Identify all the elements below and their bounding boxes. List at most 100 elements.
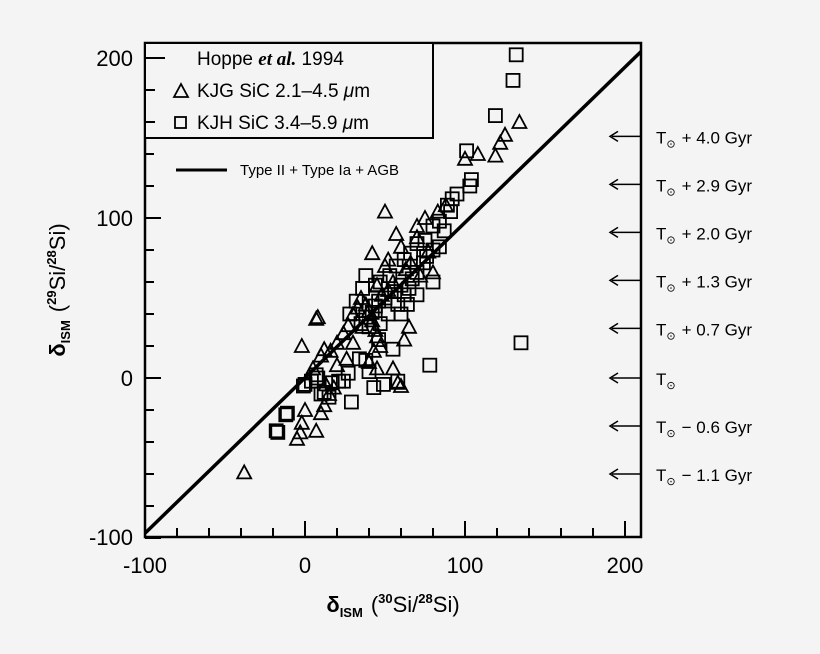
arrow-left-icon [608,178,619,191]
square-point [385,341,401,357]
arrow-left-icon [608,468,619,480]
svg-text:0: 0 [121,366,133,391]
triangle-point [339,316,357,333]
svg-text:-100: -100 [89,525,133,550]
triangle-point [510,113,528,129]
square-point [399,296,415,312]
svg-text:200: 200 [96,46,133,71]
legend-entry-kjg: KJG SiC 2.1–4.5 μm [197,81,370,102]
square-point [270,424,286,440]
triangle-point [486,146,504,163]
triangle-point [387,225,405,241]
age-annotations: T⊙ + 4.0 Gyr T⊙ + 2.9 Gyr T⊙ + 2.0 Gyr T⊙ + 1.3… [608,128,752,488]
triangle-point [365,341,383,358]
square-point [449,186,465,202]
square-point [279,405,295,421]
square-point [422,357,438,373]
triangle-point [344,333,362,350]
svg-text:100: 100 [447,553,484,578]
square-marker-icon [174,116,187,129]
square-point [316,384,332,400]
triangle-point [368,359,386,376]
triangle-point [496,125,514,142]
square-point [310,370,326,386]
square-point [505,73,521,88]
square-point [268,423,284,439]
triangle-point [363,244,381,261]
triangle-point [469,145,487,161]
triangle-point [491,133,509,150]
triangle-point [384,359,402,376]
age-label: T⊙ + 0.7 Gyr [656,320,752,342]
square-point [321,389,337,405]
square-point [425,218,441,234]
triangle-point [352,289,370,305]
legend: Hoppe et al. 1994 KJG SiC 2.1–4.5 μm KJH… [144,42,434,179]
square-point [417,232,433,248]
square-point [372,274,388,290]
svg-text:0: 0 [299,553,311,578]
triangle-point [389,373,407,390]
square-point [463,172,479,188]
square-point [425,274,441,290]
square-point [390,373,406,389]
square-point [375,376,391,392]
axis-ticks [144,57,626,539]
square-point [443,204,459,220]
triangle-point [315,396,333,413]
age-label: T⊙ + 1.3 Gyr [656,272,752,294]
square-point [361,364,377,380]
triangle-point [456,149,474,166]
square-point [436,223,452,239]
triangle-point [376,202,394,219]
y-axis-title: δISM(29Si/28Si) [44,223,73,356]
triangle-point [307,421,325,438]
square-point [459,143,475,159]
square-point [358,268,374,284]
triangle-point [296,401,314,417]
triangle-point [338,349,356,366]
square-point [361,319,377,335]
square-point [487,108,503,123]
arrow-left-icon [608,420,619,432]
triangle-point [395,330,413,347]
triangle-point [293,413,311,430]
triangle-point [400,317,418,334]
square-point [353,316,369,332]
triangle-point [235,463,253,480]
svg-text:100: 100 [96,206,133,231]
square-point [366,380,382,396]
arrow-left-icon [608,322,619,335]
age-label: T⊙ − 0.6 Gyr [656,418,752,440]
square-point [278,407,294,423]
square-point [371,332,387,348]
triangle-point [424,263,442,280]
age-label: T⊙ + 4.0 Gyr [656,128,752,150]
arrow-left-icon [608,372,619,384]
arrow-left-icon [608,274,619,287]
triangle-point [312,404,330,421]
square-point [380,306,396,322]
triangle-point [291,423,309,440]
triangle-point [368,327,386,344]
legend-line-label: Type II + Type Ia + AGB [240,162,399,179]
square-point [508,47,524,63]
model-line [143,50,643,535]
x-axis-title: δISM (30Si/28Si) [326,591,459,620]
x-tick-labels: -100 0 100 200 [123,553,643,578]
arrow-left-icon [608,226,619,239]
age-label: T⊙ [656,370,676,392]
age-label: T⊙ + 2.0 Gyr [656,224,752,246]
age-label: T⊙ + 2.9 Gyr [656,176,752,198]
legend-header: Hoppe et al. 1994 [197,49,344,70]
svg-text:200: 200 [607,553,644,578]
y-tick-labels: -100 0 100 200 [89,46,133,550]
square-point [431,239,447,255]
square-point [313,386,329,402]
legend-entry-kjh: KJH SiC 3.4–5.9 μm [197,113,369,134]
square-point [513,335,529,351]
triangle-point [416,209,434,225]
data-points [235,47,529,480]
triangle-marker-icon [172,82,190,98]
